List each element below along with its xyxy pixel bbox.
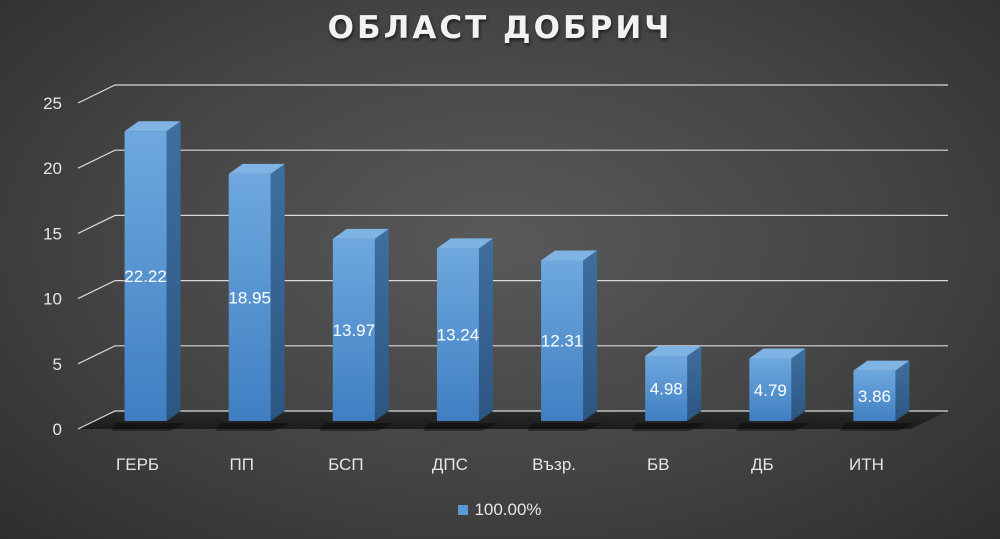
data-label: 3.86 (858, 387, 891, 406)
data-label: 22.22 (124, 267, 167, 286)
bar-top (436, 238, 493, 249)
bar-front (436, 248, 479, 421)
bar-top (124, 121, 181, 132)
gridline (77, 214, 948, 234)
gridline (77, 280, 948, 300)
bar-2: 13.97 (318, 228, 395, 431)
bars: 22.22 18.95 13.97 13.24 12.31 4.98 4.79 3.86 (110, 121, 916, 431)
bar-side (270, 163, 285, 421)
bar-top (645, 346, 702, 357)
data-label: 13.24 (437, 326, 480, 345)
bar-top (332, 228, 389, 239)
bar-top (541, 250, 598, 261)
bar-front (853, 370, 896, 421)
x-category-label: ПП (229, 455, 253, 474)
x-category-label: ИТН (849, 455, 884, 474)
y-tick-label: 20 (43, 159, 62, 178)
bar-side (374, 228, 389, 421)
bar-front (541, 260, 584, 421)
x-axis-categories: ГЕРБ ПП БСП ДПС Възр. БВ ДБ ИТН (116, 455, 884, 474)
data-label: 18.95 (228, 288, 271, 307)
chart-floor (78, 411, 948, 429)
bar-1: 18.95 (214, 163, 291, 431)
x-category-label: БСП (328, 455, 363, 474)
x-category-label: БВ (647, 455, 670, 474)
x-category-label: ГЕРБ (116, 455, 159, 474)
bar-7: 3.86 (839, 360, 916, 431)
y-tick-label: 0 (53, 420, 62, 439)
y-axis-ticks: 0 5 10 15 20 25 (43, 94, 62, 439)
bar-0: 22.22 (110, 121, 187, 431)
bar-shadow (110, 423, 187, 431)
bar-4: 12.31 (527, 250, 604, 431)
bar-side (166, 121, 181, 422)
data-label: 13.97 (333, 321, 376, 340)
bar-side (791, 348, 806, 421)
data-label: 4.79 (754, 381, 787, 400)
bar-side (687, 346, 702, 421)
legend-series-name: 100.00% (474, 500, 542, 519)
bar-shadow (214, 423, 291, 431)
y-tick-label: 5 (53, 355, 62, 374)
y-tick-label: 10 (43, 290, 62, 309)
bar-5: 4.98 (631, 346, 708, 431)
gridline (77, 84, 948, 104)
bar-shadow (527, 423, 604, 431)
bar-shadow (735, 423, 812, 431)
bar-side (583, 250, 598, 421)
bar-side (478, 238, 493, 421)
y-tick-label: 15 (43, 224, 62, 243)
x-category-label: ДПС (432, 455, 468, 474)
bar-side (895, 360, 910, 421)
x-category-label: ДБ (751, 455, 774, 474)
data-label: 12.31 (541, 332, 584, 351)
bar-top (749, 348, 806, 359)
gridline (77, 149, 948, 169)
legend: 100.00% (0, 500, 1000, 520)
bar-top (853, 360, 910, 371)
bar-front (124, 131, 167, 421)
gridline (77, 345, 948, 365)
bar-front (332, 238, 375, 421)
bar-top (228, 163, 285, 174)
bar-front (749, 358, 792, 421)
chart-title: ОБЛАСТ ДОБРИЧ (327, 10, 673, 46)
data-label: 4.98 (650, 380, 683, 399)
y-tick-label: 25 (43, 94, 62, 113)
legend-swatch (458, 505, 469, 515)
gridlines (77, 84, 948, 430)
bar-front (228, 173, 271, 421)
bar-shadow (318, 423, 395, 431)
bar-shadow (422, 423, 499, 431)
bar-3: 13.24 (422, 238, 499, 431)
bar-front (645, 356, 688, 421)
x-category-label: Възр. (532, 455, 576, 474)
bar-6: 4.79 (735, 348, 812, 431)
bar-shadow (839, 423, 916, 431)
bar-shadow (631, 423, 708, 431)
